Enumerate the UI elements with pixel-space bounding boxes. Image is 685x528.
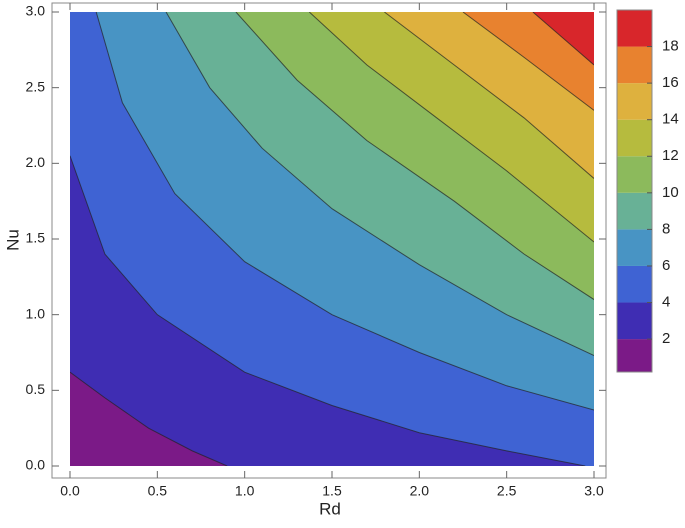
x-tick-label: 0.0 bbox=[60, 483, 80, 499]
y-tick-label: 0.0 bbox=[26, 457, 46, 473]
colorbar-band bbox=[617, 229, 652, 266]
contour-line bbox=[70, 155, 586, 466]
y-tick-label: 2.5 bbox=[26, 78, 46, 94]
colorbar-tick-label: 10 bbox=[662, 184, 679, 201]
plot-area bbox=[70, 12, 594, 466]
x-tick-label: 2.0 bbox=[410, 483, 430, 499]
colorbar-tick-label: 16 bbox=[662, 74, 679, 91]
colorbar-band bbox=[617, 119, 652, 157]
y-tick-label: 3.0 bbox=[26, 3, 46, 19]
y-axis-label: Nu bbox=[3, 229, 22, 251]
contour-line bbox=[308, 12, 594, 243]
y-tick-label: 1.5 bbox=[26, 230, 46, 246]
colorbar-band bbox=[617, 265, 652, 303]
x-tick-label: 3.0 bbox=[584, 483, 604, 499]
colorbar-band bbox=[617, 302, 652, 340]
contour-line bbox=[462, 12, 594, 111]
colorbar-tick-label: 12 bbox=[662, 147, 679, 164]
contour-line bbox=[532, 12, 594, 66]
contour-line bbox=[70, 371, 228, 466]
x-axis-label: Rd bbox=[319, 499, 341, 518]
contour-line bbox=[235, 12, 594, 300]
x-tick-label: 1.0 bbox=[235, 483, 255, 499]
colorbar-tick-label: 18 bbox=[662, 38, 679, 55]
y-tick-label: 2.0 bbox=[26, 154, 46, 170]
contour-line bbox=[165, 12, 594, 356]
colorbar-tick-label: 2 bbox=[662, 330, 670, 347]
colorbar-tick-label: 8 bbox=[662, 220, 670, 237]
frame bbox=[51, 2, 607, 479]
y-tick-label: 1.0 bbox=[26, 305, 46, 321]
colorbar-tick-label: 14 bbox=[662, 111, 679, 128]
x-tick-label: 1.5 bbox=[322, 483, 342, 499]
colorbar-frame bbox=[616, 9, 653, 373]
colorbar-tick-label: 6 bbox=[662, 257, 670, 274]
colorbar-band bbox=[617, 10, 652, 47]
colorbar-band bbox=[617, 46, 652, 84]
colorbar-band bbox=[617, 83, 652, 120]
colorbar-band bbox=[617, 192, 652, 230]
y-tick-label: 0.5 bbox=[26, 381, 46, 397]
contour-line bbox=[95, 12, 594, 411]
x-tick-label: 2.5 bbox=[497, 483, 517, 499]
colorbar-band bbox=[617, 156, 652, 193]
colorbar-band bbox=[617, 339, 652, 372]
x-tick-label: 0.5 bbox=[148, 483, 168, 499]
colorbar-tick-label: 4 bbox=[662, 293, 670, 310]
contour-line bbox=[384, 12, 594, 179]
